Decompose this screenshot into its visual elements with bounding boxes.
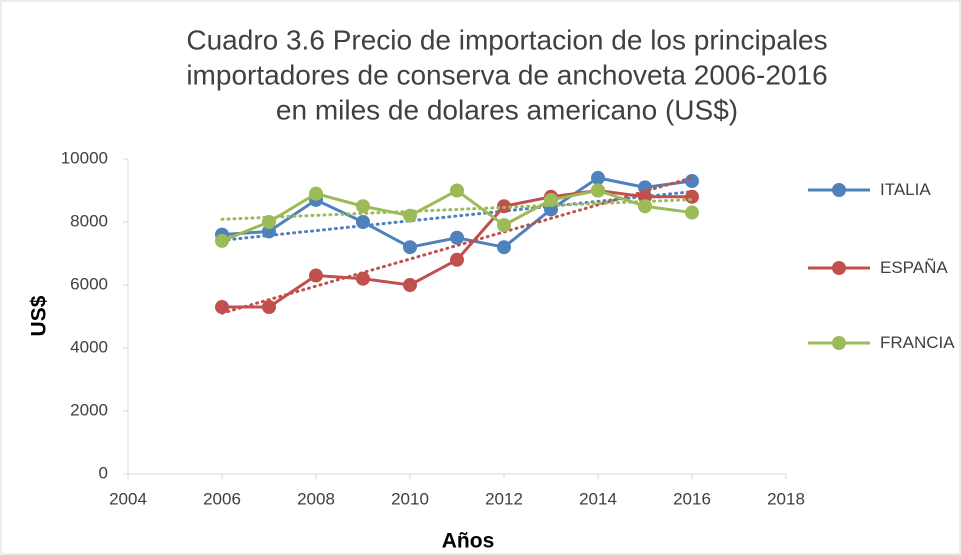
x-tick-label: 2006: [203, 489, 241, 508]
x-tick-label: 2004: [109, 489, 147, 508]
data-point: [497, 240, 511, 255]
x-tick-label: 2012: [485, 489, 523, 508]
chart-title: Cuadro 3.6 Precio de importacion de los …: [186, 24, 827, 55]
legend-label: ESPAÑA: [880, 258, 948, 277]
y-tick-label: 4000: [70, 337, 108, 356]
data-point: [309, 186, 323, 201]
data-point: [262, 300, 276, 315]
y-tick-label: 10000: [61, 148, 108, 167]
data-point: [450, 183, 464, 198]
legend-marker: [832, 261, 846, 275]
data-point: [497, 218, 511, 233]
trendline: [220, 190, 694, 242]
x-tick-label: 2016: [673, 489, 711, 508]
data-point: [685, 189, 699, 204]
y-axis-label: US$: [28, 295, 51, 336]
data-point: [309, 268, 323, 283]
legend-label: ITALIA: [880, 180, 931, 199]
data-point: [591, 170, 605, 185]
x-tick-label: 2010: [391, 489, 429, 508]
legend-marker: [832, 183, 846, 197]
legend-label: FRANCIA: [880, 333, 955, 352]
data-point: [262, 215, 276, 229]
data-point: [403, 208, 417, 223]
x-tick-label: 2018: [767, 489, 805, 508]
data-point: [591, 183, 605, 198]
data-point: [356, 199, 370, 214]
x-tick-label: 2008: [297, 489, 335, 508]
data-point: [356, 271, 370, 286]
data-point: [450, 230, 464, 245]
data-point: [403, 240, 417, 255]
data-point: [638, 199, 652, 214]
data-point: [215, 300, 229, 315]
data-point: [450, 252, 464, 267]
data-point: [544, 192, 558, 207]
y-tick-label: 0: [99, 463, 108, 482]
trendline: [220, 176, 694, 315]
x-axis-label: Años: [442, 530, 495, 553]
y-tick-label: 8000: [70, 211, 108, 230]
data-point: [215, 233, 229, 248]
data-point: [685, 205, 699, 220]
data-point: [356, 215, 370, 229]
chart-title: importadores de conserva de anchoveta 20…: [186, 59, 827, 90]
x-tick-label: 2014: [579, 489, 617, 508]
y-tick-label: 2000: [70, 400, 108, 419]
legend-marker: [832, 336, 846, 350]
data-point: [403, 278, 417, 292]
data-point: [685, 174, 699, 189]
y-tick-label: 6000: [70, 274, 108, 293]
trendline: [220, 198, 694, 221]
chart-title: en miles de dolares americano (US$): [276, 94, 738, 125]
